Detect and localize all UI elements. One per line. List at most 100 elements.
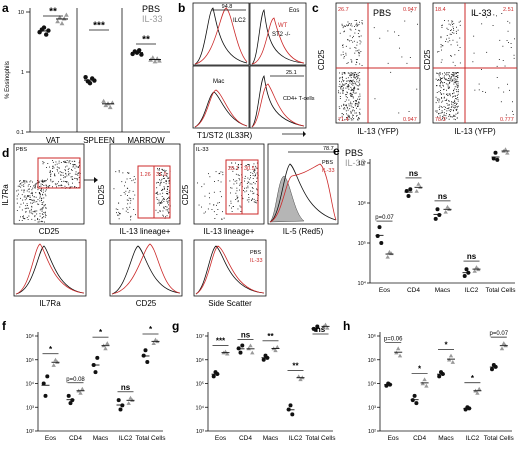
panel-a-dot-il33: [64, 12, 69, 17]
flow-event: [254, 183, 256, 185]
flow-event: [349, 93, 351, 95]
flow-event: [238, 178, 240, 179]
flow-event: [356, 76, 358, 78]
flow-event: [38, 203, 40, 205]
flow-event: [353, 101, 354, 103]
flow-event: [168, 182, 170, 184]
panel-d-plot2-xlabel: IL-13 lineage+: [120, 227, 171, 236]
flow-event: [156, 187, 158, 189]
flow-event: [41, 220, 43, 222]
flow-event: [222, 174, 224, 176]
dot-pbs: [412, 393, 417, 398]
flow-event: [356, 61, 357, 63]
panel-b-eos-frame: [249, 2, 307, 66]
flow-event: [168, 200, 170, 202]
dot-pbs: [93, 370, 98, 375]
flow-event: [24, 180, 26, 182]
flow-event: [166, 215, 168, 217]
flow-event: [441, 101, 443, 103]
flow-event: [160, 202, 161, 203]
flow-event: [355, 112, 357, 114]
flow-event: [440, 78, 442, 80]
flow-event: [456, 91, 458, 93]
flow-event: [254, 169, 256, 170]
flow-event: [32, 199, 34, 201]
flow-event: [502, 60, 504, 61]
flow-event: [163, 182, 165, 183]
flow-event: [162, 178, 164, 179]
panel-a-tick-1: 1: [21, 70, 24, 76]
flow-event: [354, 47, 356, 48]
flow-event: [159, 184, 161, 186]
flow-event: [350, 95, 352, 97]
flow-event: [350, 29, 352, 31]
flow-event: [40, 208, 42, 210]
flow-event: [441, 27, 443, 28]
flow-event: [350, 101, 352, 103]
flow-event: [481, 23, 483, 25]
flow-event: [438, 79, 440, 81]
flow-event: [66, 162, 68, 164]
flow-event: [353, 75, 355, 76]
flow-event: [70, 163, 71, 165]
flow-event: [359, 98, 361, 100]
flow-event: [29, 197, 31, 198]
flow-event: [163, 197, 165, 199]
flow-event: [27, 188, 29, 190]
flow-event: [41, 204, 43, 205]
flow-event: [219, 191, 221, 193]
flow-event: [496, 15, 497, 17]
flow-event: [166, 191, 168, 192]
flow-event: [350, 81, 352, 83]
flow-event: [442, 73, 443, 75]
flow-event: [343, 80, 345, 81]
flow-event: [155, 209, 157, 211]
flow-event: [441, 97, 443, 99]
flow-event: [254, 202, 256, 203]
flow-event: [352, 83, 354, 84]
flow-event: [65, 172, 67, 174]
category-label: Eos: [379, 287, 391, 294]
sig-text: p=0.06: [384, 336, 403, 342]
flow-event: [220, 171, 222, 173]
flow-event: [503, 91, 505, 93]
sig-text: ns: [241, 330, 251, 339]
flow-event: [446, 108, 448, 109]
flow-event: [45, 185, 47, 187]
flow-event: [341, 72, 343, 74]
flow-event: [443, 76, 445, 78]
flow-event: [233, 183, 235, 185]
flow-event: [457, 81, 459, 82]
panel-b-xlabel: T1/ST2 (IL33R): [197, 131, 252, 140]
flow-event: [492, 25, 494, 26]
flow-event: [357, 119, 359, 121]
flow-event: [455, 119, 456, 121]
flow-event: [256, 172, 258, 174]
flow-event: [27, 207, 29, 209]
flow-event: [161, 196, 163, 197]
flow-event: [42, 182, 44, 183]
flow-event: [236, 187, 238, 189]
flow-event: [222, 171, 224, 173]
flow-event: [157, 191, 158, 193]
flow-event: [374, 98, 376, 100]
flow-event: [417, 23, 418, 25]
flow-event: [41, 202, 43, 203]
flow-event: [124, 193, 126, 195]
dot-pbs: [66, 393, 71, 398]
flow-event: [23, 215, 24, 217]
flow-event: [239, 205, 241, 207]
flow-event: [339, 78, 341, 80]
flow-event: [444, 79, 446, 81]
flow-event: [129, 202, 131, 204]
flow-event: [247, 169, 249, 171]
flow-event: [130, 200, 132, 202]
flow-event: [456, 106, 458, 108]
flow-event: [352, 119, 354, 121]
flow-event: [232, 170, 234, 172]
flow-event: [65, 162, 66, 163]
flow-event: [452, 26, 454, 28]
dot-pbs: [41, 381, 46, 386]
dot-pbs: [493, 150, 498, 155]
flow-event: [350, 80, 352, 82]
